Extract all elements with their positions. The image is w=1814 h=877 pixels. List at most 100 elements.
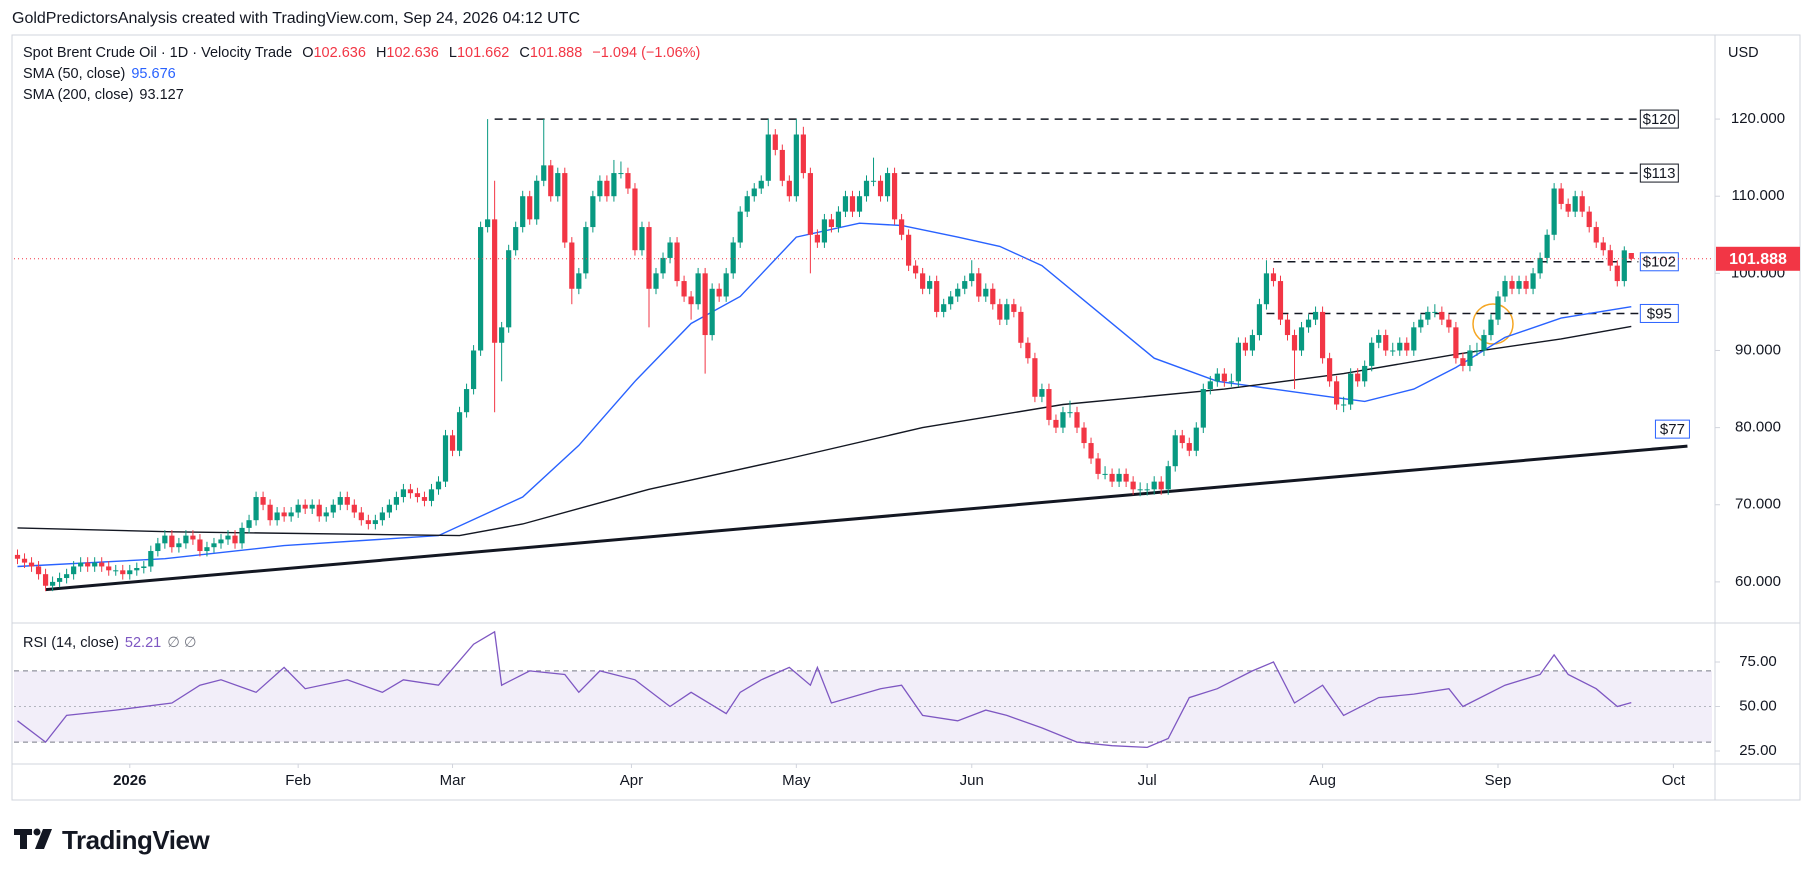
- candle-body: [190, 535, 196, 540]
- candle-body: [990, 288, 996, 305]
- logo-part: [35, 829, 52, 849]
- candle-body: [42, 574, 49, 586]
- candle-body: [849, 196, 856, 212]
- ohlc-high: H102.636: [376, 45, 439, 61]
- candle-body: [92, 562, 98, 567]
- candle-body: [1172, 435, 1178, 467]
- candle-body: [1004, 304, 1010, 320]
- candle-body: [218, 539, 224, 544]
- candle-body: [35, 566, 42, 575]
- candle-body: [302, 504, 308, 509]
- candle-body: [674, 242, 680, 282]
- candle-body: [793, 134, 799, 197]
- level-label-box: [1639, 252, 1679, 272]
- candle-body: [639, 227, 645, 251]
- candle-body: [393, 497, 400, 505]
- candle-body: [1369, 342, 1375, 366]
- candle-body: [681, 281, 687, 297]
- candle-body: [330, 504, 336, 513]
- ohlc-value: 101.662: [456, 45, 510, 61]
- y-tick-label: 70.000: [1735, 496, 1781, 513]
- candle-body: [148, 551, 154, 567]
- y-tick-label: 50.00: [1739, 697, 1777, 714]
- candle-body: [821, 219, 828, 243]
- candle-body: [1341, 404, 1347, 406]
- candle-body: [106, 566, 112, 571]
- candle-body: [492, 219, 498, 343]
- candle-body: [863, 180, 870, 197]
- candle-body: [618, 173, 624, 175]
- candle-body: [1348, 373, 1354, 405]
- candle-body: [1488, 319, 1494, 336]
- y-tick-label: 25.00: [1739, 742, 1777, 759]
- candle-body: [520, 196, 526, 228]
- candle-body: [1102, 473, 1108, 475]
- candle-body: [281, 512, 287, 517]
- candle-body: [1291, 335, 1298, 351]
- candle-body: [120, 570, 126, 575]
- candle-body: [906, 234, 912, 266]
- candle-body: [288, 512, 294, 517]
- candle-body: [1404, 342, 1410, 351]
- y-tick-label: 110.000: [1731, 187, 1784, 204]
- level-label-box: [1639, 303, 1679, 323]
- candle-body: [1186, 443, 1192, 451]
- candle-body: [421, 497, 428, 501]
- candle-body: [1453, 327, 1459, 359]
- candle-body: [127, 570, 133, 575]
- candle-body: [941, 304, 947, 312]
- candle-body: [1095, 458, 1101, 474]
- candle-body: [344, 497, 350, 505]
- candle-body: [1544, 234, 1550, 258]
- y-tick-label: 90.000: [1735, 341, 1781, 358]
- logo-part: [20, 829, 27, 849]
- candle-body: [295, 504, 301, 513]
- candle-body: [463, 389, 470, 413]
- candle-body: [562, 173, 568, 243]
- candle-body: [625, 173, 631, 189]
- candle-body: [183, 535, 189, 544]
- candle-body: [1193, 427, 1199, 451]
- sma-value: 93.127: [139, 87, 184, 103]
- candle-body: [477, 227, 484, 351]
- candle-body: [1537, 257, 1543, 274]
- candle-body: [688, 296, 694, 305]
- candle-body: [239, 527, 245, 544]
- candle-body: [800, 134, 806, 174]
- candle-body: [541, 165, 547, 181]
- chart-frame: [11, 34, 1801, 801]
- candle-body: [877, 180, 884, 197]
- candle-body: [653, 273, 659, 289]
- candle-body: [1137, 489, 1143, 491]
- header: GoldPredictorsAnalysis created with Trad…: [12, 10, 580, 27]
- candle-body: [1277, 281, 1284, 320]
- candle-body: [1319, 311, 1326, 359]
- candle-body: [1481, 335, 1487, 351]
- candle-body: [814, 234, 820, 243]
- candle-body: [197, 539, 203, 552]
- candle-body: [1607, 250, 1613, 266]
- candle-body: [1242, 342, 1249, 351]
- y-tick-label: 75.00: [1739, 653, 1777, 670]
- candle-body: [604, 180, 610, 197]
- candle-body: [695, 273, 701, 305]
- candle-body: [927, 281, 933, 289]
- candle-body: [428, 489, 435, 501]
- ohlc-value: 102.636: [313, 45, 366, 61]
- candle-body: [449, 435, 456, 451]
- candle-body: [1214, 373, 1220, 382]
- candle-body: [400, 489, 407, 498]
- candle-body: [983, 288, 989, 297]
- candle-body: [1179, 435, 1185, 444]
- candle-body: [1109, 473, 1115, 482]
- sma-name: SMA (50, close): [23, 66, 126, 82]
- candle-body: [372, 520, 378, 525]
- candle-body: [365, 520, 371, 525]
- candle-body: [856, 196, 863, 212]
- candle-body: [1530, 273, 1536, 289]
- candle-body: [1018, 311, 1024, 343]
- x-tick-label: Feb: [285, 772, 311, 789]
- ohlc-label: O: [302, 45, 314, 61]
- candle-body: [646, 227, 652, 289]
- candle-body: [527, 196, 533, 220]
